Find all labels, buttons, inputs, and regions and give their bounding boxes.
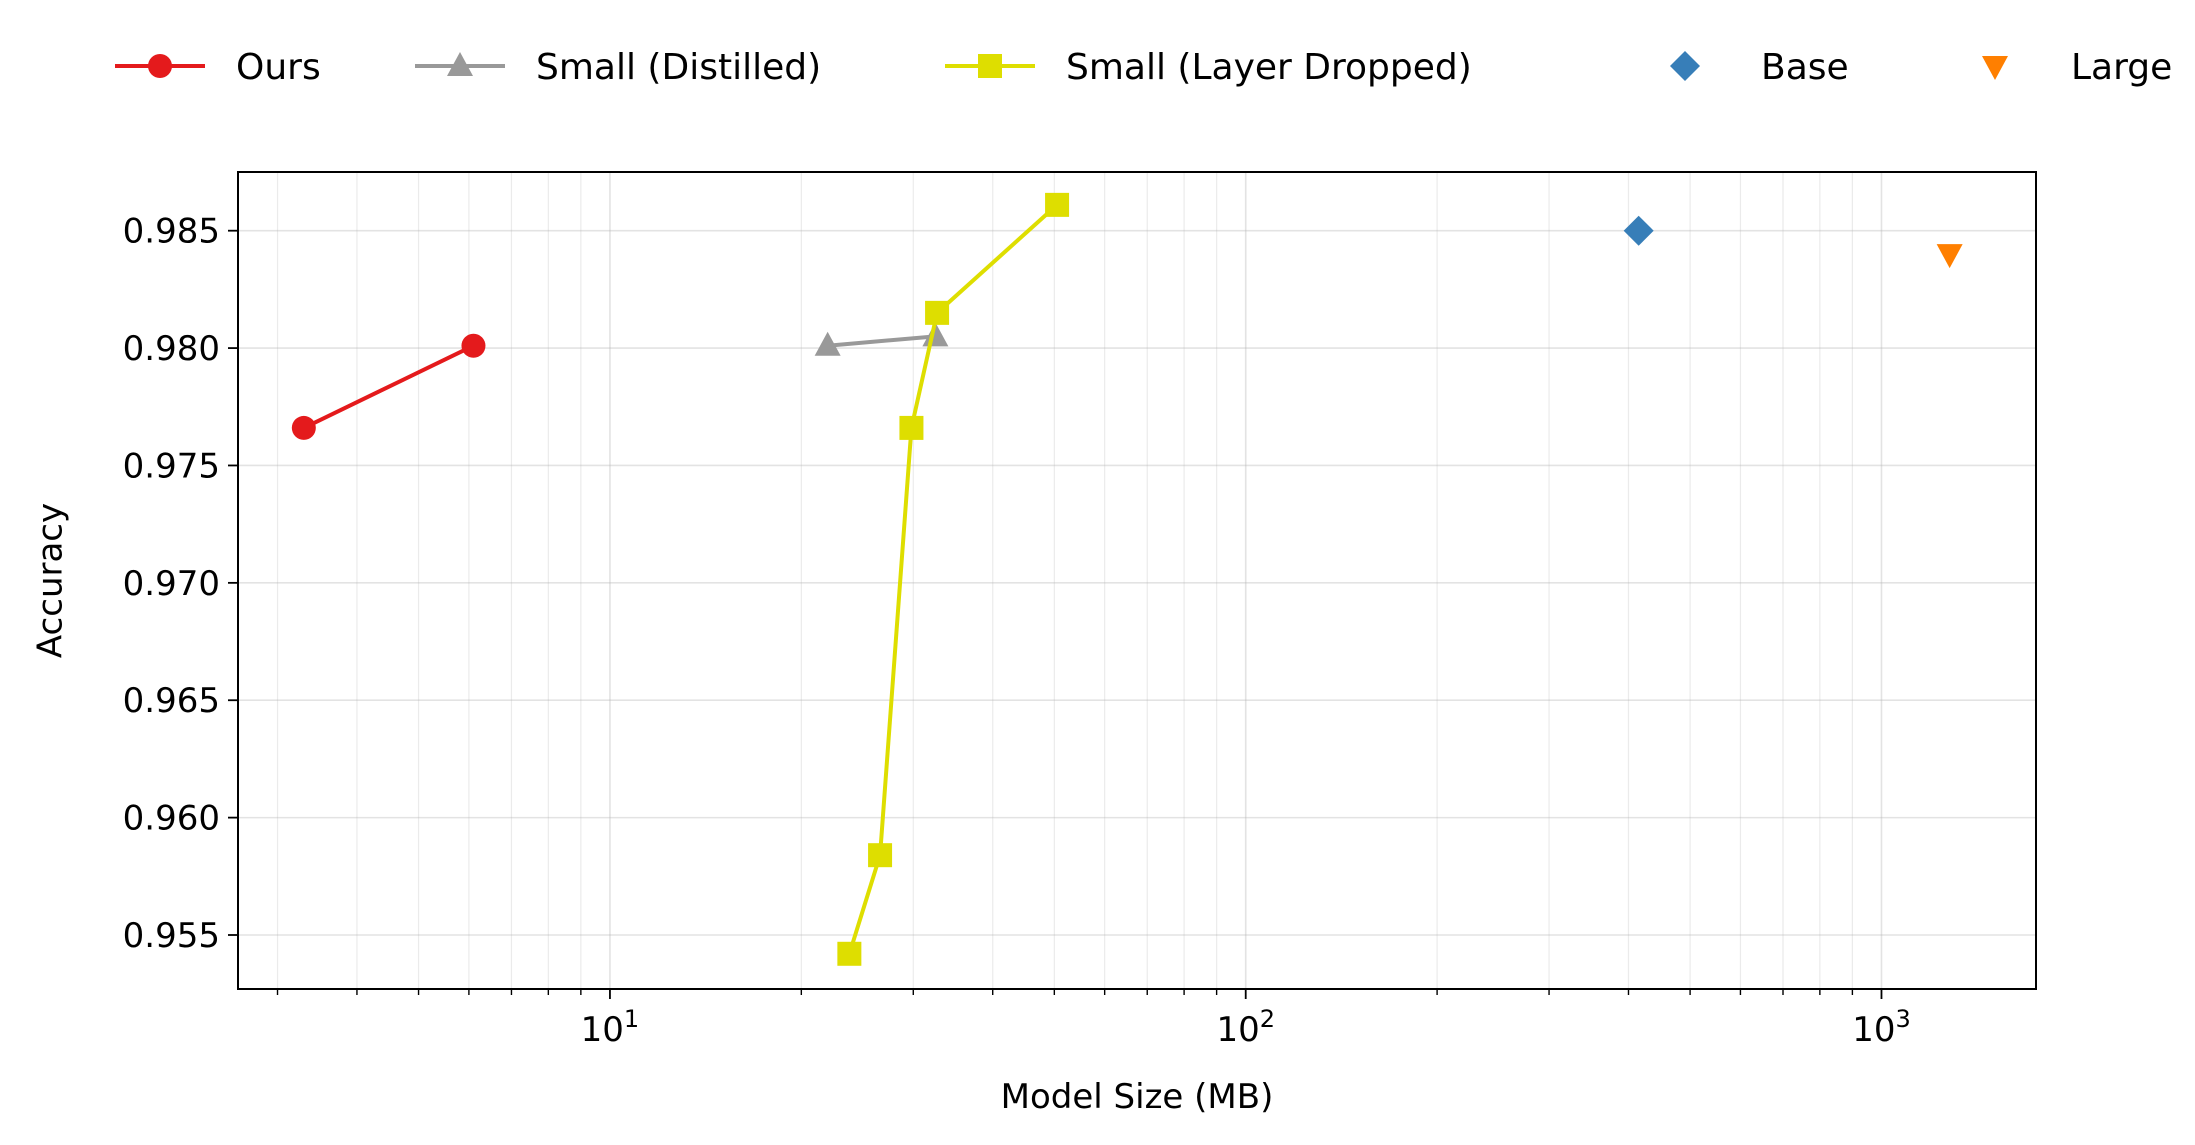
data-point-small-distilled	[922, 322, 949, 347]
series-layer	[291, 192, 1963, 966]
data-point-large	[1936, 244, 1963, 269]
data-point-small-distilled	[814, 331, 841, 356]
data-point-base	[1623, 215, 1654, 246]
x-axis-label: Model Size (MB)	[1001, 1077, 1274, 1117]
series-ours	[291, 333, 486, 440]
x-tick-exponent: 2	[1260, 1005, 1275, 1033]
y-tick-label: 0.975	[123, 446, 220, 486]
legend-marker-base	[1670, 51, 1700, 81]
grid	[238, 172, 2036, 989]
legend-item-large: Large	[1982, 47, 2172, 88]
data-point-small-layer-dropped	[837, 941, 862, 966]
plot-frame	[237, 171, 2037, 990]
legend-marker-ours	[148, 54, 172, 78]
y-tick-label: 0.970	[123, 564, 220, 604]
y-tick-label: 0.985	[123, 212, 220, 252]
legend-item-ours: Ours	[115, 47, 321, 88]
series-line-small-distilled	[827, 334, 936, 348]
x-tick-base: 10	[1852, 1010, 1895, 1050]
y-tick-label: 0.965	[123, 681, 220, 721]
data-point-small-layer-dropped	[1045, 192, 1070, 217]
series-base	[1623, 215, 1654, 246]
x-tick-label: 101	[581, 1005, 640, 1050]
data-point-small-layer-dropped	[899, 415, 924, 440]
legend: Ours Small (Distilled) Small (Layer Droppe…	[115, 47, 2172, 88]
data-point-ours	[291, 415, 316, 440]
legend-label-small-distilled: Small (Distilled)	[536, 47, 821, 88]
x-tick-exponent: 1	[624, 1005, 639, 1033]
y-tick-label: 0.980	[123, 329, 220, 369]
legend-label-small-layer-dropped: Small (Layer Dropped)	[1066, 47, 1472, 88]
legend-label-large: Large	[2071, 47, 2172, 88]
x-tick-base: 10	[581, 1010, 624, 1050]
data-point-small-layer-dropped	[868, 843, 893, 868]
series-large	[1936, 244, 1963, 269]
x-tick-label: 102	[1216, 1005, 1275, 1050]
legend-item-small-layer-dropped: Small (Layer Dropped)	[945, 47, 1472, 88]
y-axis: 0.955 0.960 0.965 0.970 0.975 0.980 0.985	[123, 212, 238, 956]
data-point-ours	[461, 333, 486, 358]
x-tick-base: 10	[1216, 1010, 1259, 1050]
x-tick-label: 103	[1852, 1005, 1911, 1050]
legend-label-base: Base	[1761, 47, 1849, 88]
legend-marker-small-distilled	[447, 52, 473, 76]
x-axis: 101 102 103	[276, 989, 1911, 1050]
series-small-distilled	[814, 322, 949, 356]
y-tick-label: 0.955	[123, 916, 220, 956]
legend-marker-small-layer-dropped	[978, 54, 1002, 78]
x-tick-exponent: 3	[1895, 1005, 1910, 1033]
legend-marker-large	[1982, 56, 2008, 80]
y-tick-label: 0.960	[123, 799, 220, 839]
series-small-layer-dropped	[837, 192, 1070, 966]
series-line-ours	[302, 343, 475, 430]
legend-item-small-distilled: Small (Distilled)	[415, 47, 821, 88]
data-point-small-layer-dropped	[925, 300, 950, 325]
legend-label-ours: Ours	[236, 47, 321, 88]
legend-item-base: Base	[1670, 47, 1849, 88]
y-axis-label: Accuracy	[31, 503, 71, 658]
